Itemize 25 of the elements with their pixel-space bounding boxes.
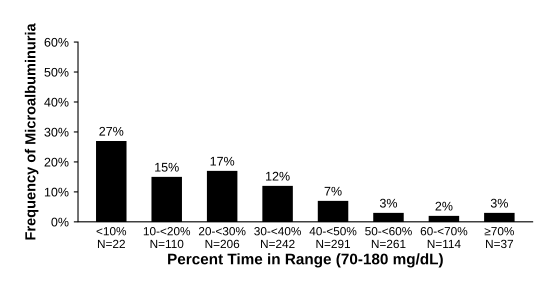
x-tick-label: <10% N=22 <box>96 227 126 248</box>
y-tick-label: 0% <box>51 218 69 226</box>
data-label: 2% <box>436 202 453 211</box>
x-axis-title: Percent Time in Range (70-180 mg/dL) <box>168 253 443 268</box>
x-tick-label: 30-<40% N=242 <box>254 227 301 248</box>
data-label: 7% <box>324 186 342 196</box>
data-label: 12% <box>266 172 290 181</box>
y-tick-label: 30% <box>44 128 69 137</box>
y-tick-label: 60% <box>44 38 69 47</box>
x-tick-label: 50-<60% N=261 <box>365 227 412 248</box>
data-label: 3% <box>490 198 508 208</box>
y-axis-title: Frequency of Microalbuminuria <box>24 23 38 240</box>
data-label: 17% <box>210 156 234 166</box>
x-tick-label: 40-<50% N=291 <box>310 227 356 248</box>
x-tick-label: ≥70% N=37 <box>484 227 514 248</box>
data-label: 3% <box>380 198 398 208</box>
data-label: 15% <box>155 162 179 172</box>
data-label: 27% <box>99 126 124 136</box>
x-tick-label: 20-<30% N=206 <box>198 227 246 248</box>
y-tick-label: 10% <box>44 188 69 197</box>
y-tick-label: 40% <box>44 98 69 107</box>
x-tick-label: 10-<20% N=110 <box>144 227 190 248</box>
x-tick-label: 60-<70% N=114 <box>420 227 468 248</box>
y-tick-label: 20% <box>44 158 69 167</box>
y-tick-label: 50% <box>44 68 69 77</box>
